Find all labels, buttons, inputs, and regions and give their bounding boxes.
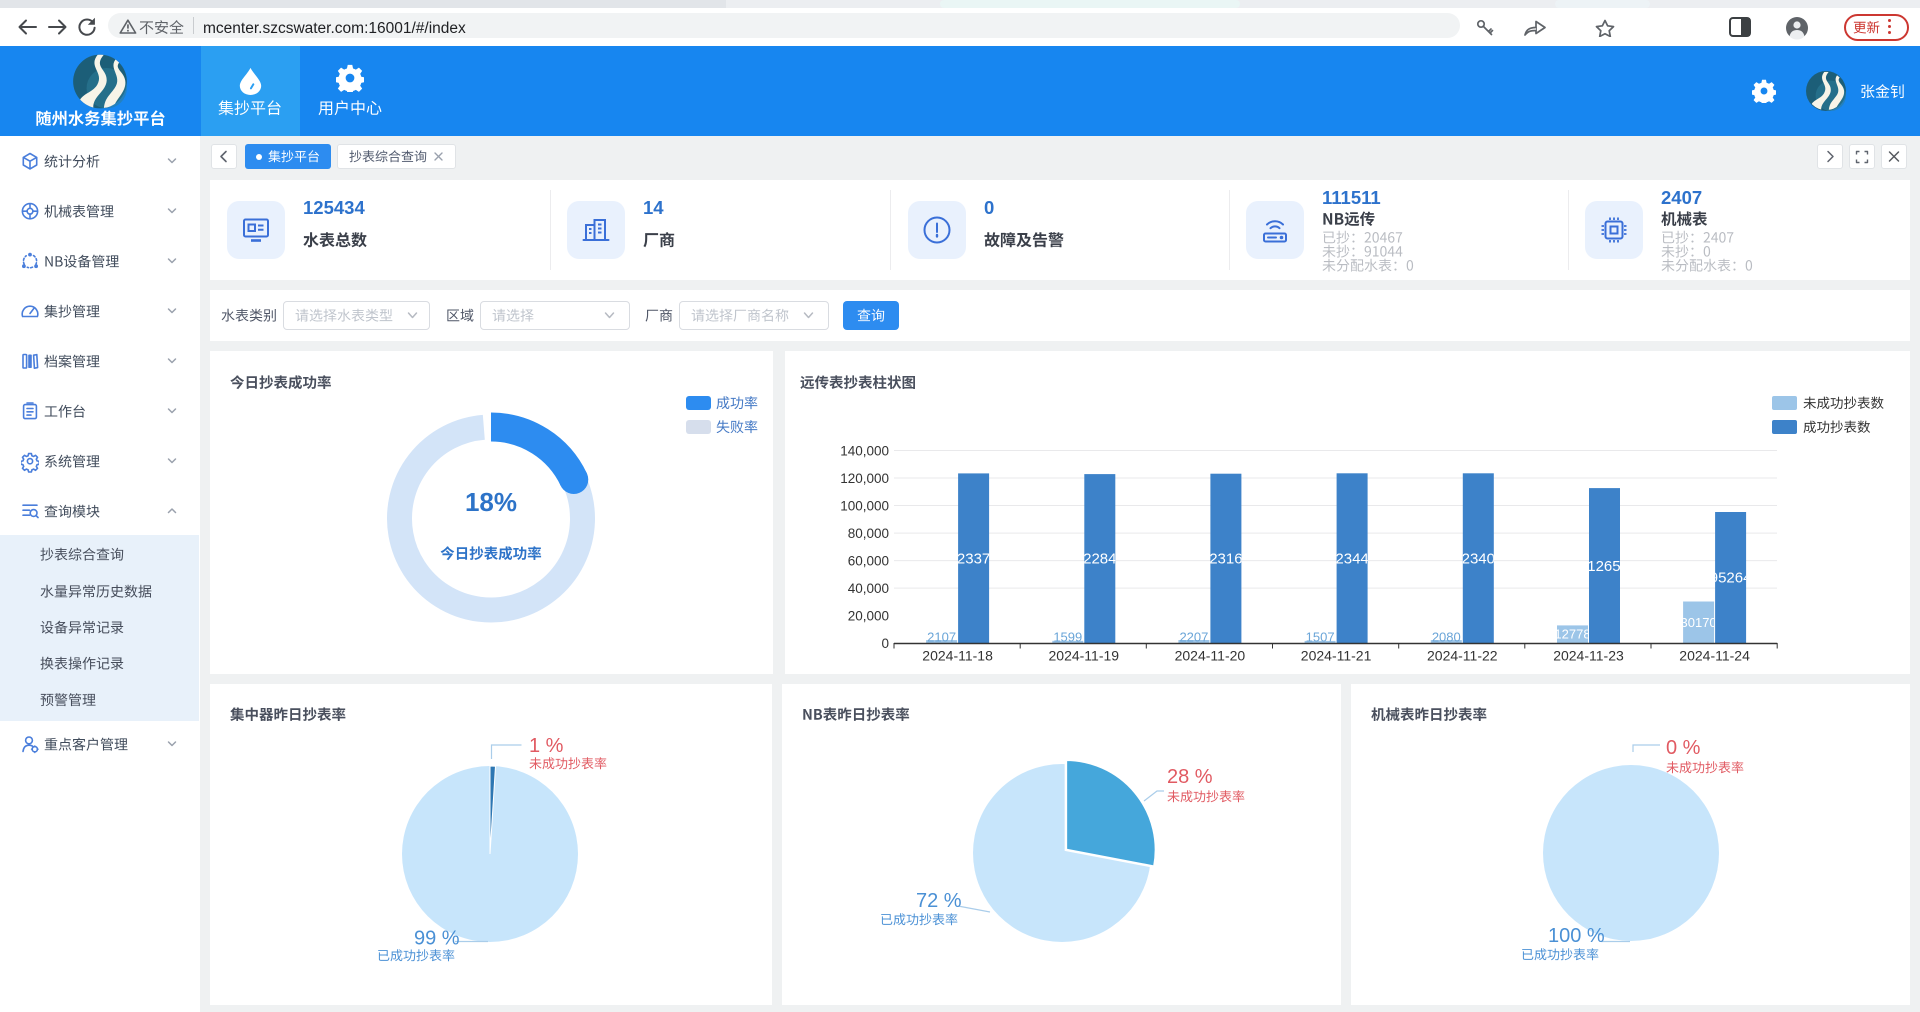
svg-text:2107: 2107 [927, 630, 956, 645]
svg-text:112650: 112650 [1580, 558, 1629, 575]
svg-text:2024-11-24: 2024-11-24 [1679, 647, 1750, 663]
svg-text:20,000: 20,000 [848, 608, 889, 623]
svg-text:123161: 123161 [1201, 551, 1251, 568]
svg-text:0 %: 0 % [1666, 737, 1701, 759]
svg-text:100,000: 100,000 [840, 498, 889, 513]
svg-text:100 %: 100 % [1548, 925, 1605, 947]
svg-text:72 %: 72 % [916, 890, 962, 912]
svg-text:14: 14 [643, 197, 664, 218]
svg-text:2024-11-21: 2024-11-21 [1301, 647, 1372, 663]
svg-text:111511: 111511 [1322, 187, 1381, 208]
svg-text:2024-11-19: 2024-11-19 [1049, 647, 1120, 663]
svg-text:120,000: 120,000 [840, 471, 889, 486]
svg-text:0: 0 [881, 636, 889, 651]
svg-text:2024-11-20: 2024-11-20 [1175, 647, 1246, 663]
svg-text:2024-11-22: 2024-11-22 [1427, 647, 1498, 663]
svg-text:12778: 12778 [1554, 627, 1590, 642]
svg-text:123371: 123371 [949, 550, 999, 567]
svg-text:95264: 95264 [1710, 570, 1752, 587]
svg-text:18%: 18% [465, 487, 517, 517]
svg-text:mcenter.szcswater.com:16001/#/: mcenter.szcswater.com:16001/#/index [203, 20, 466, 37]
svg-text:125434: 125434 [303, 197, 365, 218]
svg-text:2080: 2080 [1432, 630, 1461, 645]
svg-text:0: 0 [984, 197, 994, 218]
svg-text:2024-11-23: 2024-11-23 [1553, 647, 1624, 663]
svg-text:2207: 2207 [1179, 630, 1208, 645]
svg-text:80,000: 80,000 [848, 526, 889, 541]
svg-text:30170: 30170 [1681, 615, 1717, 630]
svg-text:60,000: 60,000 [848, 553, 889, 568]
svg-text:2407: 2407 [1661, 187, 1702, 208]
svg-text:40,000: 40,000 [848, 581, 889, 596]
svg-text:1599: 1599 [1053, 630, 1082, 645]
svg-text:123404: 123404 [1453, 550, 1503, 567]
svg-text:1507: 1507 [1306, 630, 1335, 645]
svg-text:2024-11-18: 2024-11-18 [922, 647, 993, 663]
svg-text:122840: 122840 [1075, 551, 1125, 568]
svg-text:28 %: 28 % [1167, 766, 1213, 788]
svg-text:1 %: 1 % [529, 735, 564, 757]
svg-text:99 %: 99 % [414, 928, 460, 950]
svg-text:123442: 123442 [1327, 550, 1377, 567]
svg-text:140,000: 140,000 [840, 443, 889, 458]
